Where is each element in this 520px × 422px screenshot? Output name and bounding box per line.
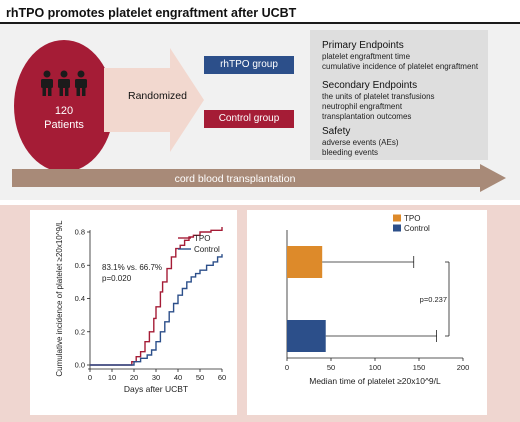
safety-heading: Safety xyxy=(322,126,351,137)
x-tick-label: 200 xyxy=(457,363,470,372)
series-line-control xyxy=(90,254,223,366)
x-axis-label: Days after UCBT xyxy=(124,384,188,394)
control-group-box: Control group xyxy=(204,110,294,128)
cumulative-incidence-card: 0.0 0.2 0.4 0.6 0.8 0 10 20 30 40 50 60 Days after U… xyxy=(30,210,237,415)
y-axis-label: Cumulative incidence of platelet ≥20x10^… xyxy=(55,220,64,377)
legend-label: TPO xyxy=(194,234,210,243)
title-divider xyxy=(0,22,520,24)
legend-label: Control xyxy=(404,224,430,233)
bar-tpo xyxy=(287,246,323,278)
legend-swatch xyxy=(393,224,401,232)
legend-label: Control xyxy=(194,245,220,254)
x-tick-label: 150 xyxy=(413,363,426,372)
bar-control xyxy=(287,320,326,352)
y-tick-label: 0.6 xyxy=(75,261,85,270)
endpoint-item: adverse events (AEs) xyxy=(322,138,399,147)
p-value-annotation: p=0.020 xyxy=(102,274,132,283)
x-tick-label: 30 xyxy=(152,373,160,382)
people-icon xyxy=(41,70,87,96)
endpoint-item: platelet engraftment time xyxy=(322,52,411,61)
timeline-label: cord blood transplantation xyxy=(174,173,296,185)
x-axis-label: Median time of platelet ≥20x10^9/L xyxy=(309,376,441,386)
endpoint-item: transplantation outcomes xyxy=(322,112,412,121)
primary-endpoints: Primary Endpoints platelet engraftment t… xyxy=(322,40,478,72)
timeline-arrow xyxy=(12,164,506,192)
x-tick-label: 50 xyxy=(196,373,204,382)
legend-swatch xyxy=(393,214,401,222)
x-tick-label: 20 xyxy=(130,373,138,382)
endpoint-item: cumulative incidence of platelet engraft… xyxy=(322,62,479,71)
randomized-arrow xyxy=(104,48,204,152)
x-tick-label: 100 xyxy=(369,363,382,372)
endpoint-item: the units of platelet transfusions xyxy=(322,92,435,101)
secondary-endpoints: Secondary Endpoints the units of platele… xyxy=(322,80,435,122)
primary-heading: Primary Endpoints xyxy=(322,40,404,51)
x-tick-label: 40 xyxy=(174,373,182,382)
randomized-label: Randomized xyxy=(128,90,187,102)
secondary-heading: Secondary Endpoints xyxy=(322,80,418,91)
patient-label: Patients xyxy=(44,119,84,131)
comparison-annotation: 83.1% vs. 66.7% xyxy=(102,263,162,272)
median-time-card: 0 50 100 150 200 Median time of platelet ≥20x… xyxy=(247,210,487,415)
x-tick-label: 0 xyxy=(285,363,289,372)
y-tick-label: 0.4 xyxy=(75,294,85,303)
y-tick-label: 0.8 xyxy=(75,228,85,237)
median-time-chart: 0 50 100 150 200 Median time of platelet ≥20x… xyxy=(285,214,470,386)
page-title: rhTPO promotes platelet engraftment afte… xyxy=(6,6,297,20)
y-tick-label: 0.2 xyxy=(75,327,85,336)
y-tick-label: 0.0 xyxy=(75,361,85,370)
p-value-annotation: p=0.237 xyxy=(420,295,447,304)
x-tick-label: 10 xyxy=(108,373,116,382)
safety-endpoints: Safety adverse events (AEs) bleeding eve… xyxy=(322,126,398,158)
legend-label: TPO xyxy=(404,214,420,223)
x-tick-label: 0 xyxy=(88,373,92,382)
x-tick-label: 50 xyxy=(327,363,335,372)
patients-circle: 120 Patients xyxy=(14,40,114,172)
series-line-tpo xyxy=(90,227,223,366)
endpoint-item: bleeding events xyxy=(322,148,379,157)
endpoints-box: Primary Endpoints platelet engraftment t… xyxy=(310,30,488,160)
cumulative-incidence-chart: 0.0 0.2 0.4 0.6 0.8 0 10 20 30 40 50 60 Days after U… xyxy=(55,220,226,394)
rhtpo-group-box: rhTPO group xyxy=(204,56,294,74)
endpoint-item: neutrophil engraftment xyxy=(322,102,403,111)
x-tick-label: 60 xyxy=(218,373,226,382)
patient-count: 120 xyxy=(54,105,74,117)
